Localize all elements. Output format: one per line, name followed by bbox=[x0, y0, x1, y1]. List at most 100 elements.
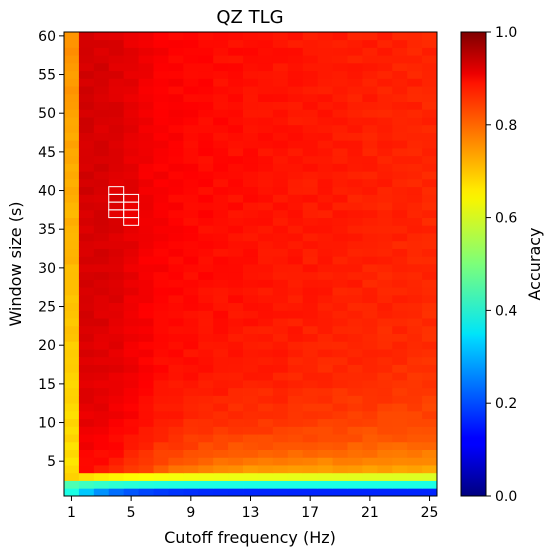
heatmap-cell bbox=[108, 380, 125, 389]
heatmap-cell bbox=[377, 310, 393, 319]
heatmap-cell bbox=[392, 349, 408, 358]
heatmap-cell bbox=[392, 225, 408, 234]
heatmap-cell bbox=[78, 202, 95, 211]
heatmap-cell bbox=[93, 465, 110, 474]
heatmap-cell bbox=[392, 287, 408, 296]
heatmap-cell bbox=[317, 472, 333, 481]
heatmap-cell bbox=[93, 372, 110, 381]
heatmap-cell bbox=[138, 426, 154, 435]
heatmap-cell bbox=[168, 434, 184, 443]
heatmap-cell bbox=[362, 356, 378, 365]
heatmap-cell bbox=[183, 225, 199, 234]
heatmap-cell bbox=[78, 233, 95, 242]
heatmap-cell bbox=[138, 148, 154, 157]
heatmap-cell bbox=[93, 217, 110, 226]
heatmap-cell bbox=[78, 55, 95, 64]
heatmap-cell bbox=[392, 395, 408, 404]
heatmap-cell bbox=[243, 395, 259, 404]
heatmap-cell bbox=[377, 426, 393, 435]
heatmap-cell bbox=[422, 341, 438, 350]
heatmap-cell bbox=[302, 441, 319, 450]
heatmap-cell bbox=[362, 271, 378, 280]
heatmap-cell bbox=[377, 140, 393, 149]
heatmap-cell bbox=[168, 186, 184, 195]
heatmap-cell bbox=[257, 109, 274, 118]
heatmap-cell bbox=[272, 32, 289, 41]
heatmap-cell bbox=[347, 372, 363, 381]
heatmap-cell bbox=[407, 418, 423, 427]
heatmap-cell bbox=[422, 302, 438, 311]
heatmap-cell bbox=[78, 155, 95, 164]
heatmap-cell bbox=[272, 47, 289, 56]
heatmap-cell bbox=[228, 148, 244, 157]
heatmap-cell bbox=[302, 449, 319, 458]
heatmap-cell bbox=[332, 93, 348, 102]
heatmap-cell bbox=[377, 457, 393, 466]
heatmap-cell bbox=[153, 410, 169, 420]
heatmap-cell bbox=[422, 264, 438, 273]
heatmap-cell bbox=[347, 434, 363, 443]
heatmap-cell bbox=[377, 101, 393, 110]
heatmap-cell bbox=[407, 86, 423, 95]
heatmap-cell bbox=[287, 294, 304, 304]
heatmap-cell bbox=[183, 418, 199, 427]
heatmap-cell bbox=[138, 349, 154, 358]
heatmap-cell bbox=[347, 124, 363, 133]
heatmap-cell bbox=[78, 472, 95, 481]
heatmap-cell bbox=[228, 202, 244, 211]
heatmap-cell bbox=[183, 279, 199, 288]
heatmap-cell bbox=[302, 86, 319, 95]
heatmap-cell bbox=[168, 349, 184, 358]
heatmap-cell bbox=[317, 140, 333, 149]
heatmap-cell bbox=[168, 47, 184, 56]
heatmap-cell bbox=[392, 364, 408, 373]
heatmap-cell bbox=[123, 325, 139, 334]
heatmap-cell bbox=[347, 101, 363, 110]
heatmap-cell bbox=[183, 62, 199, 72]
heatmap-cell bbox=[347, 294, 363, 304]
heatmap-cell bbox=[317, 248, 333, 257]
heatmap-cell bbox=[407, 101, 423, 110]
heatmap-cell bbox=[93, 148, 110, 157]
heatmap-cell bbox=[407, 294, 423, 304]
heatmap-cell bbox=[257, 287, 274, 296]
heatmap-cell bbox=[317, 465, 333, 474]
heatmap-cell bbox=[347, 140, 363, 149]
heatmap-cell bbox=[93, 349, 110, 358]
heatmap-cell bbox=[422, 488, 438, 497]
heatmap-cell bbox=[407, 140, 423, 149]
heatmap-cell bbox=[228, 349, 244, 358]
heatmap-cell bbox=[93, 209, 110, 218]
heatmap-cell bbox=[108, 403, 125, 412]
heatmap-cell bbox=[64, 356, 80, 365]
heatmap-cell bbox=[183, 488, 199, 497]
y-tick-label: 55 bbox=[38, 68, 56, 84]
heatmap-cell bbox=[257, 465, 274, 474]
heatmap-cell bbox=[392, 341, 408, 350]
heatmap-cell bbox=[153, 387, 169, 396]
heatmap-cell bbox=[198, 410, 214, 420]
heatmap-cell bbox=[168, 39, 184, 48]
heatmap-cell bbox=[138, 117, 154, 126]
heatmap-cell bbox=[198, 86, 214, 95]
heatmap-cell bbox=[198, 256, 214, 265]
heatmap-cell bbox=[422, 55, 438, 64]
heatmap-cell bbox=[257, 62, 274, 72]
heatmap-cell bbox=[228, 480, 244, 489]
heatmap-cell bbox=[168, 233, 184, 242]
heatmap-cell bbox=[183, 264, 199, 273]
heatmap-cell bbox=[347, 271, 363, 280]
heatmap-cell bbox=[243, 364, 259, 373]
heatmap-cell bbox=[287, 356, 304, 365]
heatmap-cell bbox=[168, 209, 184, 218]
heatmap-cell bbox=[257, 225, 274, 234]
heatmap-cell bbox=[138, 225, 154, 234]
heatmap-cell bbox=[347, 380, 363, 389]
heatmap-cell bbox=[377, 124, 393, 133]
heatmap-cell bbox=[213, 441, 229, 450]
heatmap-cell bbox=[272, 248, 289, 257]
heatmap-cell bbox=[392, 62, 408, 72]
heatmap-cell bbox=[168, 86, 184, 95]
heatmap-cell bbox=[347, 233, 363, 242]
heatmap-cell bbox=[108, 472, 125, 481]
